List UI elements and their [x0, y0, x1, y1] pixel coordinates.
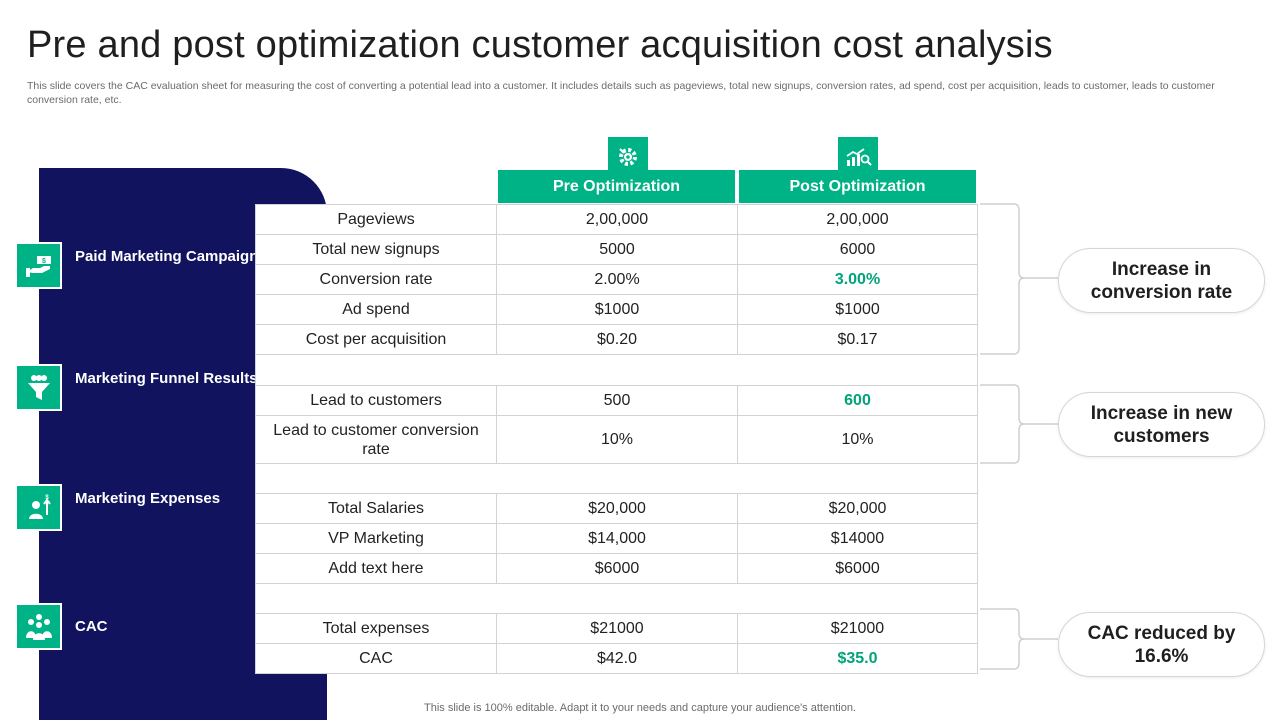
- post-value-cell: 10%: [841, 431, 874, 448]
- metric-cell: Lead to customer conversion rate: [256, 416, 497, 463]
- growth-chart-icon-glyph: [846, 148, 872, 166]
- page-subtitle: This slide covers the CAC evaluation she…: [27, 80, 1215, 106]
- table-row: Lead to customer conversion rate 10% 10%: [256, 415, 977, 463]
- brace-connector: [980, 203, 1058, 355]
- post-value-cell: $21000: [830, 620, 885, 637]
- post-value-cell-highlight: 3.00%: [834, 271, 881, 288]
- team-icon: [15, 603, 62, 650]
- section-label-expenses: Marketing Expenses: [75, 490, 221, 507]
- column-header-pre: Pre Optimization: [498, 170, 735, 203]
- post-value-cell-highlight: 600: [844, 392, 871, 409]
- pre-value-cell: $14,000: [497, 524, 738, 553]
- section-label-funnel: Marketing Funnel Results: [75, 370, 258, 387]
- footer-note: This slide is 100% editable. Adapt it to…: [424, 702, 856, 714]
- post-value-cell: $1000: [835, 301, 880, 318]
- post-value-cell-highlight: $35.0: [837, 650, 878, 667]
- brace-connector: [980, 608, 1058, 670]
- person-dollar-icon-glyph: $: [28, 495, 51, 519]
- metric-cell: Total expenses: [256, 614, 497, 643]
- svg-text:$: $: [42, 258, 46, 265]
- table-row: Conversion rate 2.00% 3.00%: [256, 264, 977, 294]
- table-spacer: [255, 464, 978, 493]
- metric-cell: CAC: [256, 644, 497, 673]
- table-row: Cost per acquisition $0.20 $0.17: [256, 324, 977, 354]
- table-row: Add text here $6000 $6000: [256, 553, 977, 583]
- person-dollar-icon: $: [15, 484, 62, 531]
- pre-value-cell: 500: [497, 386, 738, 415]
- post-value-cell: $6000: [835, 560, 880, 577]
- page-title: Pre and post optimization customer acqui…: [27, 24, 1053, 66]
- metric-cell: Ad spend: [256, 295, 497, 324]
- team-icon-glyph: [25, 613, 52, 640]
- metric-cell: Add text here: [256, 554, 497, 583]
- table-row: CAC $42.0 $35.0: [256, 643, 977, 673]
- table-spacer: [255, 584, 978, 613]
- pre-value-cell: 10%: [497, 416, 738, 463]
- table-row: VP Marketing $14,000 $14000: [256, 523, 977, 553]
- funnel-icon-glyph: [27, 374, 50, 400]
- callout-new-customers: Increase in new customers: [1058, 392, 1265, 457]
- column-header-post: Post Optimization: [739, 170, 976, 203]
- post-value-cell: 2,00,000: [826, 211, 889, 228]
- pre-value-cell: 5000: [497, 235, 738, 264]
- pre-value-cell: $42.0: [497, 644, 738, 673]
- callout-conversion-rate: Increase in conversion rate: [1058, 248, 1265, 313]
- callout-cac-reduced: CAC reduced by 16.6%: [1058, 612, 1265, 677]
- table-row: Ad spend $1000 $1000: [256, 294, 977, 324]
- post-value-cell: 6000: [839, 241, 876, 258]
- table-group-expenses: Total Salaries $20,000 $20,000 VP Market…: [255, 493, 978, 584]
- post-value-cell: $0.17: [837, 331, 878, 348]
- table-group-cac: Total expenses $21000 $21000 CAC $42.0 $…: [255, 613, 978, 674]
- pre-value-cell: $20,000: [497, 494, 738, 523]
- table-row: Total Salaries $20,000 $20,000: [256, 493, 977, 523]
- table-row: Pageviews 2,00,000 2,00,000: [256, 204, 977, 234]
- section-label-cac: CAC: [75, 618, 108, 635]
- metric-cell: Cost per acquisition: [256, 325, 497, 354]
- metric-cell: Conversion rate: [256, 265, 497, 294]
- table-spacer: [255, 355, 978, 385]
- pre-value-cell: $6000: [497, 554, 738, 583]
- svg-text:$: $: [45, 495, 49, 501]
- pre-value-cell: $0.20: [497, 325, 738, 354]
- metric-cell: VP Marketing: [256, 524, 497, 553]
- table-group-paid-marketing: Pageviews 2,00,000 2,00,000 Total new si…: [255, 204, 978, 355]
- metric-cell: Pageviews: [256, 205, 497, 234]
- pre-value-cell: $21000: [497, 614, 738, 643]
- pre-value-cell: 2.00%: [497, 265, 738, 294]
- metric-cell: Total new signups: [256, 235, 497, 264]
- money-hand-icon-glyph: $: [25, 255, 51, 277]
- post-value-cell: $14000: [830, 530, 885, 547]
- pre-value-cell: 2,00,000: [497, 205, 738, 234]
- table-row: Total new signups 5000 6000: [256, 234, 977, 264]
- table-group-funnel: Lead to customers 500 600 Lead to custom…: [255, 385, 978, 464]
- metric-cell: Total Salaries: [256, 494, 497, 523]
- post-value-cell: $20,000: [828, 500, 887, 517]
- pre-value-cell: $1000: [497, 295, 738, 324]
- table-row: Total expenses $21000 $21000: [256, 613, 977, 643]
- funnel-icon: [15, 364, 62, 411]
- metric-cell: Lead to customers: [256, 386, 497, 415]
- money-hand-icon: $: [15, 242, 62, 289]
- table-row: Lead to customers 500 600: [256, 385, 977, 415]
- brace-connector: [980, 384, 1058, 464]
- gear-settings-icon-glyph: [619, 148, 637, 166]
